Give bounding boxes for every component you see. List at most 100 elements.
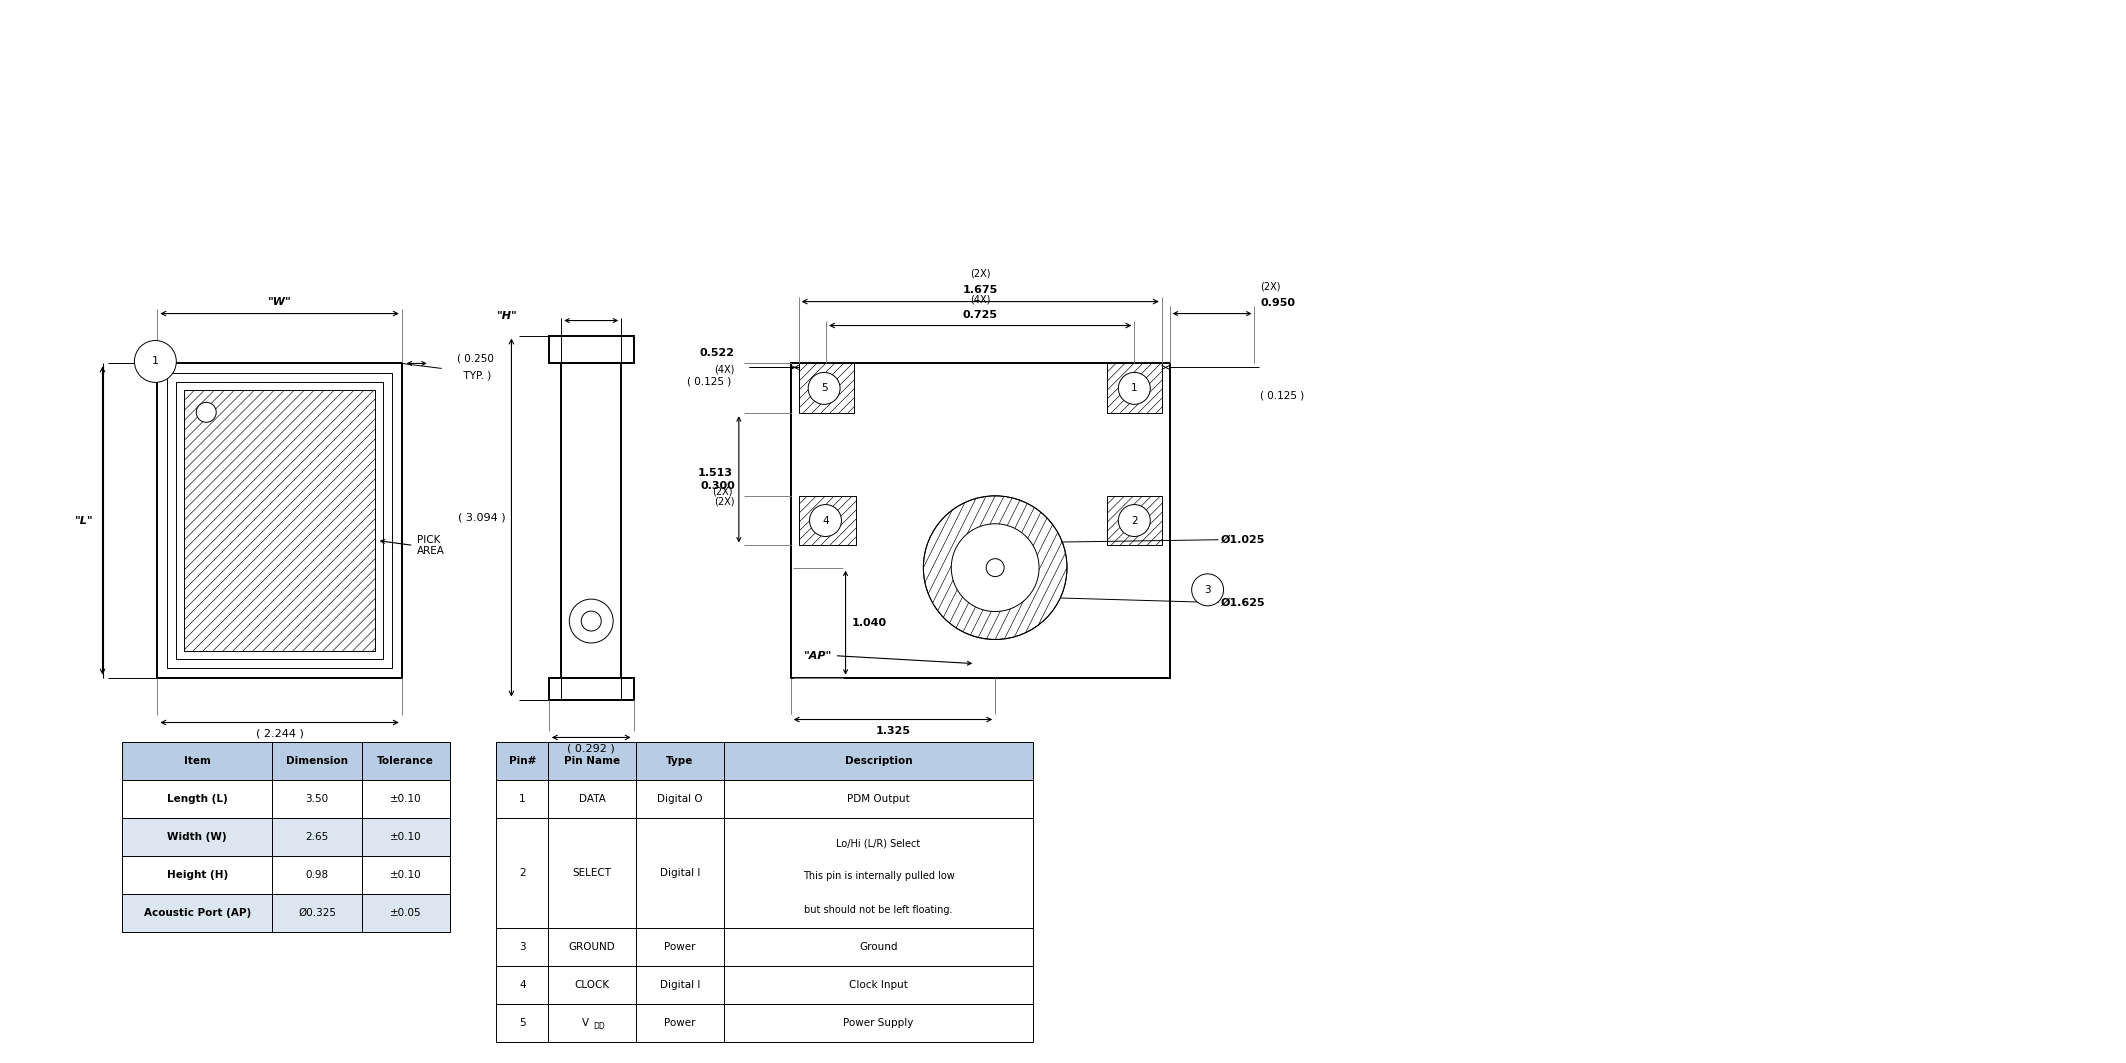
- Text: 0.950: 0.950: [1261, 298, 1295, 307]
- Bar: [272, 780, 361, 819]
- Text: (2X): (2X): [712, 487, 733, 496]
- Bar: [497, 928, 549, 966]
- Bar: [549, 966, 636, 1003]
- Bar: [123, 742, 272, 780]
- Text: 0.725: 0.725: [963, 309, 997, 320]
- Bar: [549, 928, 636, 966]
- Circle shape: [134, 340, 176, 383]
- Text: Dimension: Dimension: [287, 757, 349, 766]
- Text: 3: 3: [519, 942, 525, 951]
- Text: (2X): (2X): [714, 496, 736, 507]
- Bar: [1108, 364, 1161, 414]
- Bar: [272, 819, 361, 856]
- Text: 1.513: 1.513: [697, 469, 733, 478]
- Text: ( 0.292 ): ( 0.292 ): [568, 743, 614, 754]
- Text: TYP. ): TYP. ): [457, 370, 491, 381]
- Text: 2.65: 2.65: [306, 832, 330, 842]
- Text: 0.522: 0.522: [699, 349, 736, 358]
- Text: 1: 1: [1131, 384, 1137, 393]
- Bar: [636, 819, 723, 928]
- Text: PDM Output: PDM Output: [846, 794, 910, 805]
- Bar: [361, 780, 449, 819]
- Bar: [272, 742, 361, 780]
- Bar: [123, 856, 272, 894]
- Text: 2: 2: [519, 868, 525, 878]
- Text: 1.675: 1.675: [963, 285, 997, 294]
- Text: 0.98: 0.98: [306, 871, 330, 880]
- Text: 0.300: 0.300: [699, 480, 736, 491]
- Bar: [723, 1003, 1033, 1042]
- Text: CLOCK: CLOCK: [574, 980, 610, 990]
- Bar: [636, 742, 723, 780]
- Text: Lo/Hi (L/R) Select: Lo/Hi (L/R) Select: [836, 839, 921, 848]
- Text: GROUND: GROUND: [570, 942, 617, 951]
- Circle shape: [950, 524, 1040, 611]
- Circle shape: [1118, 372, 1150, 404]
- Text: 4: 4: [519, 980, 525, 990]
- Bar: [168, 373, 391, 668]
- Bar: [799, 495, 857, 545]
- Text: 1: 1: [151, 356, 159, 367]
- Bar: [123, 819, 272, 856]
- Text: V: V: [583, 1017, 589, 1028]
- Bar: [723, 780, 1033, 819]
- Bar: [549, 677, 634, 699]
- Text: (4X): (4X): [714, 365, 736, 374]
- Bar: [1108, 495, 1161, 545]
- Text: PICK
AREA: PICK AREA: [417, 535, 444, 556]
- Text: Ø1.025: Ø1.025: [1220, 535, 1265, 544]
- Text: This pin is internally pulled low: This pin is internally pulled low: [804, 872, 955, 881]
- Text: Ø0.325: Ø0.325: [298, 908, 336, 918]
- Bar: [185, 390, 374, 651]
- Text: Width (W): Width (W): [168, 832, 227, 842]
- Text: (2X): (2X): [969, 269, 991, 279]
- Circle shape: [570, 600, 612, 643]
- Text: ( 3.094 ): ( 3.094 ): [457, 512, 506, 523]
- Bar: [799, 364, 853, 414]
- Bar: [361, 819, 449, 856]
- Text: Acoustic Port (AP): Acoustic Port (AP): [145, 908, 251, 918]
- Text: 3: 3: [1203, 585, 1212, 595]
- Circle shape: [810, 505, 842, 537]
- Text: Power: Power: [663, 1017, 695, 1028]
- Text: ±0.10: ±0.10: [389, 794, 421, 805]
- Bar: [157, 364, 402, 677]
- Bar: [361, 742, 449, 780]
- Bar: [123, 894, 272, 932]
- Text: 2: 2: [1131, 516, 1137, 525]
- Circle shape: [196, 402, 217, 422]
- Circle shape: [1118, 505, 1150, 537]
- Text: 5: 5: [519, 1017, 525, 1028]
- Bar: [361, 856, 449, 894]
- Text: "L": "L": [74, 516, 94, 525]
- Bar: [636, 780, 723, 819]
- Text: Digital I: Digital I: [659, 868, 699, 878]
- Bar: [497, 819, 549, 928]
- Text: 4: 4: [823, 516, 829, 525]
- Circle shape: [580, 611, 602, 631]
- Text: ±0.10: ±0.10: [389, 832, 421, 842]
- Text: Power Supply: Power Supply: [844, 1017, 914, 1028]
- Text: ±0.10: ±0.10: [389, 871, 421, 880]
- Bar: [497, 780, 549, 819]
- Bar: [361, 894, 449, 932]
- Text: but should not be left floating.: but should not be left floating.: [804, 905, 952, 914]
- Bar: [1108, 495, 1161, 545]
- Bar: [799, 364, 853, 414]
- Bar: [549, 780, 636, 819]
- Text: Pin#: Pin#: [508, 757, 536, 766]
- Text: (4X): (4X): [969, 294, 991, 305]
- Text: 3.50: 3.50: [306, 794, 330, 805]
- Bar: [549, 742, 636, 780]
- Text: Ø1.625: Ø1.625: [1220, 597, 1265, 608]
- Text: (2X): (2X): [1261, 282, 1282, 291]
- Bar: [272, 894, 361, 932]
- Bar: [1108, 364, 1161, 414]
- Bar: [723, 966, 1033, 1003]
- Text: Digital O: Digital O: [657, 794, 704, 805]
- Bar: [723, 819, 1033, 928]
- Bar: [636, 966, 723, 1003]
- Text: 1.040: 1.040: [853, 618, 887, 627]
- Text: ( 0.125 ): ( 0.125 ): [687, 376, 731, 386]
- Bar: [723, 742, 1033, 780]
